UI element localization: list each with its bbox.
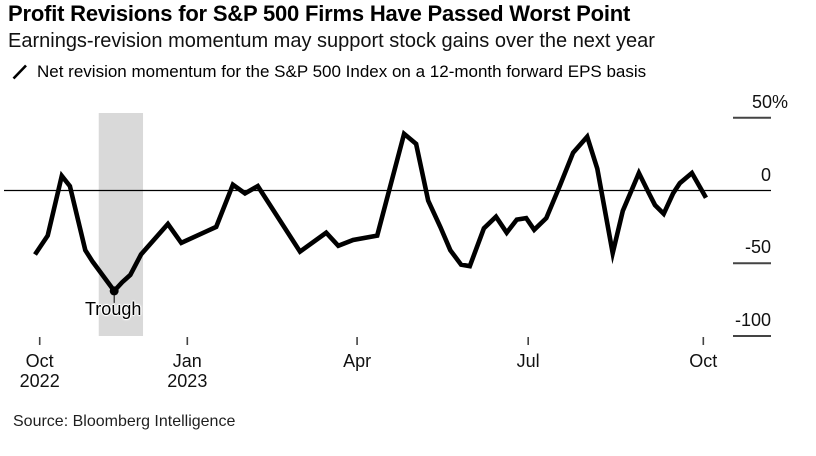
chart-subtitle: Earnings-revision momentum may support s… (8, 30, 655, 52)
line-series-icon (10, 62, 30, 82)
trough-highlight-band (98, 113, 144, 336)
legend-label: Net revision momentum for the S&P 500 In… (37, 62, 647, 81)
legend: Net revision momentum for the S&P 500 In… (10, 62, 646, 82)
trough-marker-dot (109, 286, 119, 296)
chart-title: Profit Revisions for S&P 500 Firms Have … (8, 1, 631, 26)
source-note: Source: Bloomberg Intelligence (13, 413, 236, 430)
net-revision-momentum-line (33, 129, 708, 295)
